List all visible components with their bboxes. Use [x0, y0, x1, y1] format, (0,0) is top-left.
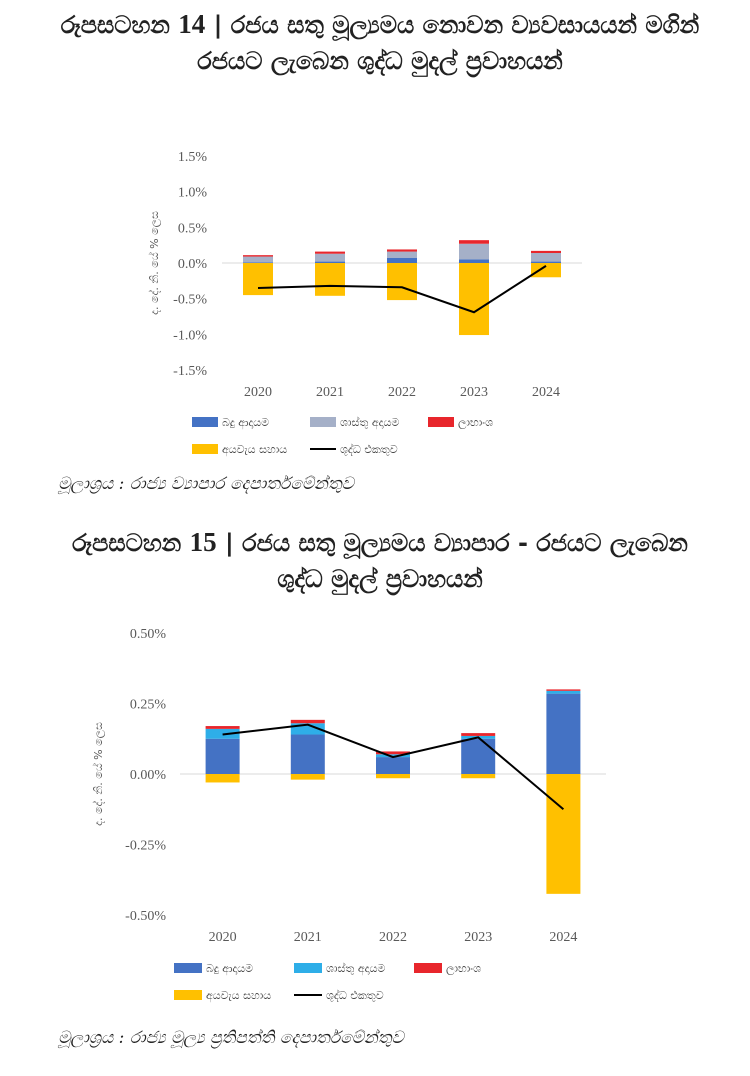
- bar-segment: [290, 719, 325, 724]
- y-tick-label: 0.00%: [130, 768, 167, 783]
- legend-swatch: [192, 417, 218, 427]
- bar-segment: [387, 258, 417, 263]
- y-tick-label: 0.0%: [178, 257, 208, 272]
- legend-swatch: [414, 963, 442, 973]
- x-tick-label: 2022: [388, 385, 416, 400]
- bar-segment: [546, 689, 581, 691]
- x-tick-label: 2023: [460, 385, 488, 400]
- x-tick-label: 2024: [549, 930, 577, 945]
- legend-label: ශාස්තු අදායම: [326, 961, 385, 976]
- y-tick-label: 1.5%: [178, 150, 208, 165]
- x-tick-label: 2023: [464, 930, 492, 945]
- x-tick-label: 2021: [316, 385, 344, 400]
- figure-15-title-number: 15: [189, 527, 217, 557]
- bar-segment: [459, 263, 489, 336]
- figure-15-chart: 0.50% 0.25% 0.00% -0.25% -0.50% ද. දේ. නි. යේ…: [91, 627, 606, 1003]
- bar-segment: [459, 259, 489, 263]
- legend-label: ශාස්තු අදායම: [340, 415, 399, 430]
- bar-segment: [387, 263, 417, 301]
- legend-label: අයවැය සහාය: [206, 989, 271, 1003]
- y-tick-label: 0.5%: [178, 221, 208, 236]
- bar-segment: [243, 256, 273, 263]
- legend-swatch: [428, 417, 454, 427]
- bar-segment: [376, 757, 410, 774]
- bar-segment: [376, 774, 410, 779]
- x-tick-label: 2022: [379, 930, 407, 945]
- legend-label: ලාභාංශ: [458, 416, 493, 430]
- bar-segment: [387, 251, 417, 259]
- bar-segment: [459, 243, 489, 260]
- y-tick-label: -0.5%: [173, 293, 207, 308]
- bar-segment: [546, 774, 581, 894]
- bar-segment: [459, 240, 489, 244]
- figure-14-chart: 1.5% 1.0% 0.5% 0.0% -0.5% -1.0% -1.5% ද. දේ. නි…: [147, 150, 582, 457]
- bar-segment: [205, 738, 240, 774]
- y-tick-label: -0.25%: [125, 839, 166, 854]
- figure-15-title: රූපසටහන 15 | රජය සතු මූල්‍යමය ව්‍යාපාර -…: [60, 524, 700, 597]
- legend-label: ශුද්ධ එකතුව: [340, 442, 398, 456]
- figure-14-title: රූපසටහන 14 | රජය සතු මූල්‍යමය නොවන ව්‍යව…: [60, 6, 700, 79]
- bar-segment: [243, 263, 273, 296]
- x-tick-label: 2020: [244, 385, 272, 400]
- legend-swatch: [310, 417, 336, 427]
- x-tick-label: 2021: [294, 930, 322, 945]
- bar-segment: [315, 251, 345, 254]
- y-tick-label: -0.50%: [125, 909, 166, 924]
- bar-segment: [387, 249, 417, 252]
- net-total-line: [257, 265, 547, 314]
- y-tick-label: 0.25%: [130, 698, 167, 713]
- figure-14-source: මූලාශ්‍රය : රාජ්‍ය ව්‍යාපාර දෙපාර්තමේන්ත…: [58, 474, 354, 494]
- bar-segment: [290, 723, 325, 735]
- y-tick-label: -1.5%: [173, 364, 207, 379]
- bar-segment: [531, 253, 561, 262]
- y-axis-label: ද. දේ. නි. යේ % ලෙස: [147, 211, 162, 315]
- bar-segment: [243, 262, 273, 263]
- bar-segment: [461, 774, 496, 779]
- bar-segment: [315, 261, 345, 263]
- legend-swatch: [174, 990, 202, 1000]
- net-total-line: [222, 723, 565, 811]
- legend-swatch: [192, 444, 218, 454]
- bar-segment: [461, 738, 496, 774]
- legend-swatch: [174, 963, 202, 973]
- legend-label: බදු ආදායම: [222, 416, 269, 430]
- bar-segment: [531, 250, 561, 254]
- bar-segment: [546, 693, 581, 774]
- bar-segment: [376, 754, 410, 758]
- x-tick-label: 2020: [209, 930, 237, 945]
- legend-label: අයවැය සහාය: [222, 443, 287, 457]
- figure-15-title-text: | රජය සතු මූල්‍යමය ව්‍යාපාර - රජයට ලැබෙන…: [224, 529, 688, 593]
- bar-segment: [290, 734, 325, 774]
- bar-segment: [531, 261, 561, 263]
- bar-segment: [290, 774, 325, 780]
- y-tick-label: 1.0%: [178, 186, 208, 201]
- bar-segment: [376, 751, 410, 755]
- bar-segment: [315, 263, 345, 296]
- legend-label: ලාභාංශ: [446, 962, 481, 976]
- bar-segment: [243, 255, 273, 257]
- bar-segment: [205, 774, 240, 783]
- figure-14-title-number: 14: [178, 9, 206, 39]
- bar-segment: [315, 253, 345, 262]
- figure-14-title-prefix: රූපසටහන: [60, 11, 170, 39]
- legend-swatch: [294, 963, 322, 973]
- bar-segment: [546, 690, 581, 694]
- figure-15-source: මූලාශ්‍රය : රාජ්‍ය මූල්‍ය ප්‍රතිපත්ති දෙ…: [58, 1028, 404, 1048]
- figure-15-title-prefix: රූපසටහන: [72, 529, 182, 557]
- legend-label: බදු ආදායම: [206, 962, 253, 976]
- y-tick-label: 0.50%: [130, 627, 167, 642]
- bar-segment: [205, 726, 240, 729]
- x-tick-label: 2024: [532, 385, 560, 400]
- bar-segment: [461, 733, 496, 736]
- legend-label: ශුද්ධ එකතුව: [326, 988, 384, 1002]
- y-axis-label: ද. දේ. නි. යේ % ලෙස: [91, 722, 106, 826]
- bar-segment: [531, 263, 561, 278]
- figure-14-title-text: | රජය සතු මූල්‍යමය නොවන ව්‍යවසායයන් මගින…: [197, 11, 700, 75]
- y-tick-label: -1.0%: [173, 328, 207, 343]
